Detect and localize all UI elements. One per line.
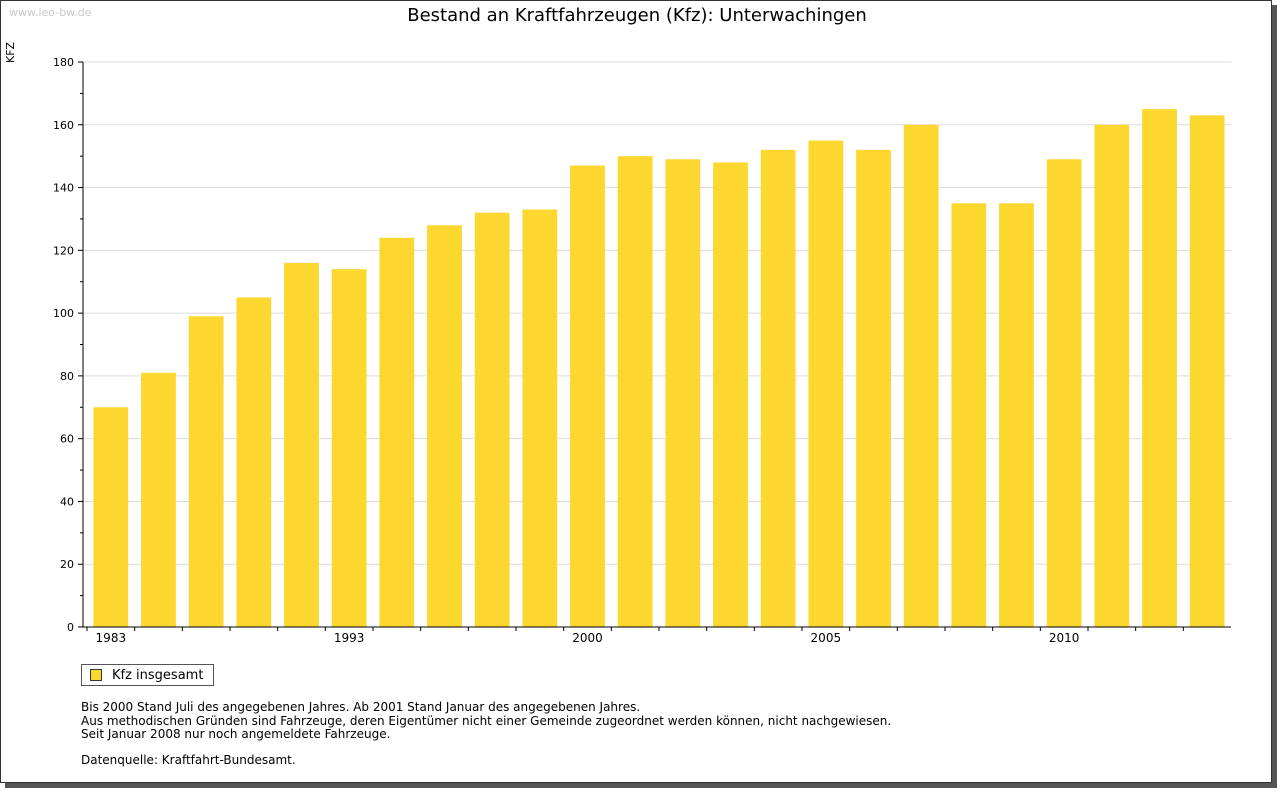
x-tick-label: 1993: [334, 631, 365, 645]
bar: [903, 124, 939, 628]
bar: [856, 149, 891, 627]
bar: [141, 372, 176, 627]
legend: Kfz insgesamt: [81, 664, 215, 686]
watermark: www.leo-bw.de: [9, 6, 92, 19]
legend-swatch: [90, 669, 102, 681]
footnote-line: Aus methodischen Gründen sind Fahrzeuge,…: [81, 713, 892, 728]
x-tick-label: 2000: [572, 631, 603, 645]
bar: [617, 156, 653, 627]
bar: [474, 212, 510, 627]
y-tick-label: 180: [53, 56, 74, 69]
bar: [570, 165, 605, 628]
bar: [236, 297, 272, 627]
bar: [1189, 115, 1225, 627]
bars: [93, 109, 1225, 628]
bar: [379, 237, 415, 627]
grid-lines: [83, 61, 1231, 565]
bar: [522, 209, 558, 627]
bar: [1046, 159, 1082, 628]
y-tick-label: 120: [53, 244, 74, 257]
bar: [713, 162, 748, 627]
footnote-line: Seit Januar 2008 nur noch angemeldete Fa…: [81, 727, 391, 741]
legend-label: Kfz insgesamt: [112, 667, 204, 683]
x-tick-label: 1983: [96, 631, 127, 645]
x-tick-label: 2005: [811, 631, 842, 645]
y-tick-label: 40: [60, 495, 74, 508]
x-tick-labels: 1983 1993 2000 2005 2010: [96, 631, 1080, 645]
y-tick-label: 160: [53, 119, 74, 132]
x-tick-label: 2010: [1049, 631, 1080, 645]
bar: [188, 316, 224, 627]
bar-chart: 0 20 40 60 80 100 120 140 160 180 1983 1993 2000 200…: [53, 56, 1231, 645]
y-tick-label: 20: [60, 558, 74, 571]
bar: [760, 149, 796, 627]
y-tick-label: 80: [60, 370, 74, 383]
bar: [93, 407, 129, 627]
bar: [331, 269, 367, 627]
bar: [951, 203, 987, 627]
bar: [999, 203, 1034, 627]
axes: [78, 61, 1231, 631]
bar: [427, 225, 462, 627]
chart-title: Bestand an Kraftfahrzeugen (Kfz): Unterw…: [407, 5, 867, 26]
y-tick-label: 0: [67, 621, 74, 634]
y-tick-label: 140: [53, 182, 74, 195]
footnote-line: Bis 2000 Stand Juli des angegebenen Jahr…: [81, 700, 641, 714]
y-tick-label: 60: [60, 433, 74, 446]
bar: [284, 262, 319, 627]
data-source: Datenquelle: Kraftfahrt-Bundesamt.: [81, 753, 296, 767]
bar: [1094, 124, 1130, 628]
y-tick-label: 100: [53, 307, 74, 320]
bar: [808, 140, 844, 627]
footnotes: Bis 2000 Stand Juli des angegebenen Jahr…: [81, 700, 892, 742]
y-tick-labels: 0 20 40 60 80 100 120 140 160 180: [53, 56, 74, 634]
bar: [665, 159, 701, 628]
bar: [1142, 109, 1177, 628]
